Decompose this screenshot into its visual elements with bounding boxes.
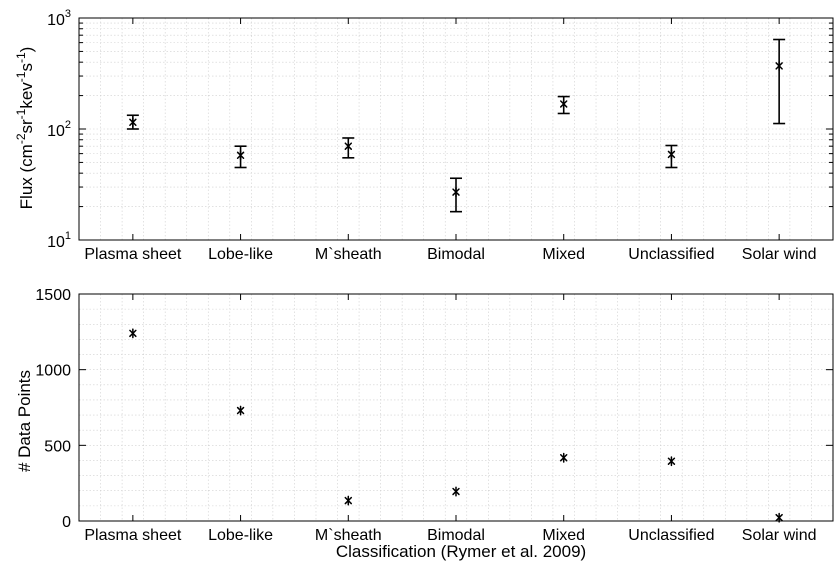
count-point-mixed (559, 452, 568, 463)
flux-x-tick-label-bimodal: Bimodal (427, 246, 485, 263)
count-point-m-sheath (344, 495, 353, 506)
data-points-x-tick-label-solar-wind: Solar wind (742, 527, 817, 544)
data-points-x-tick-label-lobe-like: Lobe-like (208, 527, 273, 544)
data-points-y-tick-labels: 0 500 1000 1500 (35, 287, 71, 531)
flux-x-tick-label-mixed: Mixed (542, 246, 585, 263)
data-points-x-tick-labels: Plasma sheet Lobe-like M`sheath Bimodal … (84, 527, 816, 544)
flux-point-m-sheath (344, 141, 353, 152)
count-point-solar-wind (775, 512, 783, 523)
flux-point-solar-wind (775, 60, 783, 71)
flux-y-tick-label-100: 102 (47, 119, 71, 140)
flux-point-bimodal (452, 187, 460, 198)
flux-x-tick-label-lobe-like: Lobe-like (208, 246, 273, 263)
flux-y-tick-label-10: 101 (47, 230, 71, 251)
data-points-x-tick-label-unclassified: Unclassified (628, 527, 714, 544)
data-points-x-axis-label: Classification (Rymer et al. 2009) (336, 542, 586, 561)
data-points-x-tick-label-mixed: Mixed (542, 527, 585, 544)
flux-x-tick-label-unclassified: Unclassified (628, 246, 714, 263)
count-point-bimodal (452, 486, 460, 497)
error-bar-solar-wind (773, 38, 786, 125)
count-point-unclassified (667, 456, 676, 467)
data-points-ticks (79, 293, 833, 522)
data-points-x-tick-label-bimodal: Bimodal (427, 527, 485, 544)
flux-point-lobe-like (236, 150, 245, 161)
data-points-y-tick-label-1000: 1000 (35, 363, 71, 380)
data-points-y-tick-label-0: 0 (62, 514, 71, 531)
data-points-x-tick-label-msheath: M`sheath (315, 527, 382, 544)
flux-y-tick-label-1000: 103 (47, 8, 71, 29)
data-points-markers (129, 328, 783, 523)
flux-x-tick-label-plasma-sheet: Plasma sheet (84, 246, 181, 263)
flux-point-unclassified (667, 149, 676, 160)
flux-x-tick-labels: Plasma sheet Lobe-like M`sheath Bimodal … (84, 246, 816, 263)
flux-point-plasma-sheet (129, 117, 137, 128)
flux-y-axis-label: Flux (cm-2sr-1kev-1s-1) (14, 47, 36, 210)
flux-y-tick-labels: 101 102 103 (47, 8, 71, 251)
count-point-lobe-like (236, 405, 245, 416)
data-points-y-tick-label-1500: 1500 (35, 287, 71, 304)
flux-ticks (79, 17, 833, 241)
count-point-plasma-sheet (129, 328, 137, 339)
flux-markers (129, 60, 783, 198)
flux-point-mixed (559, 99, 568, 109)
flux-x-tick-label-solar-wind: Solar wind (742, 246, 817, 263)
data-points-grid (79, 294, 833, 521)
flux-panel: 101 102 103 Plasma sheet Lobe-like M`she… (14, 8, 834, 263)
flux-x-tick-label-msheath: M`sheath (315, 246, 382, 263)
data-points-y-tick-label-500: 500 (44, 438, 71, 455)
data-points-panel: 0 500 1000 1500 Plasma sheet Lobe-like M… (15, 287, 834, 561)
data-points-y-axis-label: # Data Points (15, 370, 34, 472)
data-points-x-tick-label-plasma-sheet: Plasma sheet (84, 527, 181, 544)
